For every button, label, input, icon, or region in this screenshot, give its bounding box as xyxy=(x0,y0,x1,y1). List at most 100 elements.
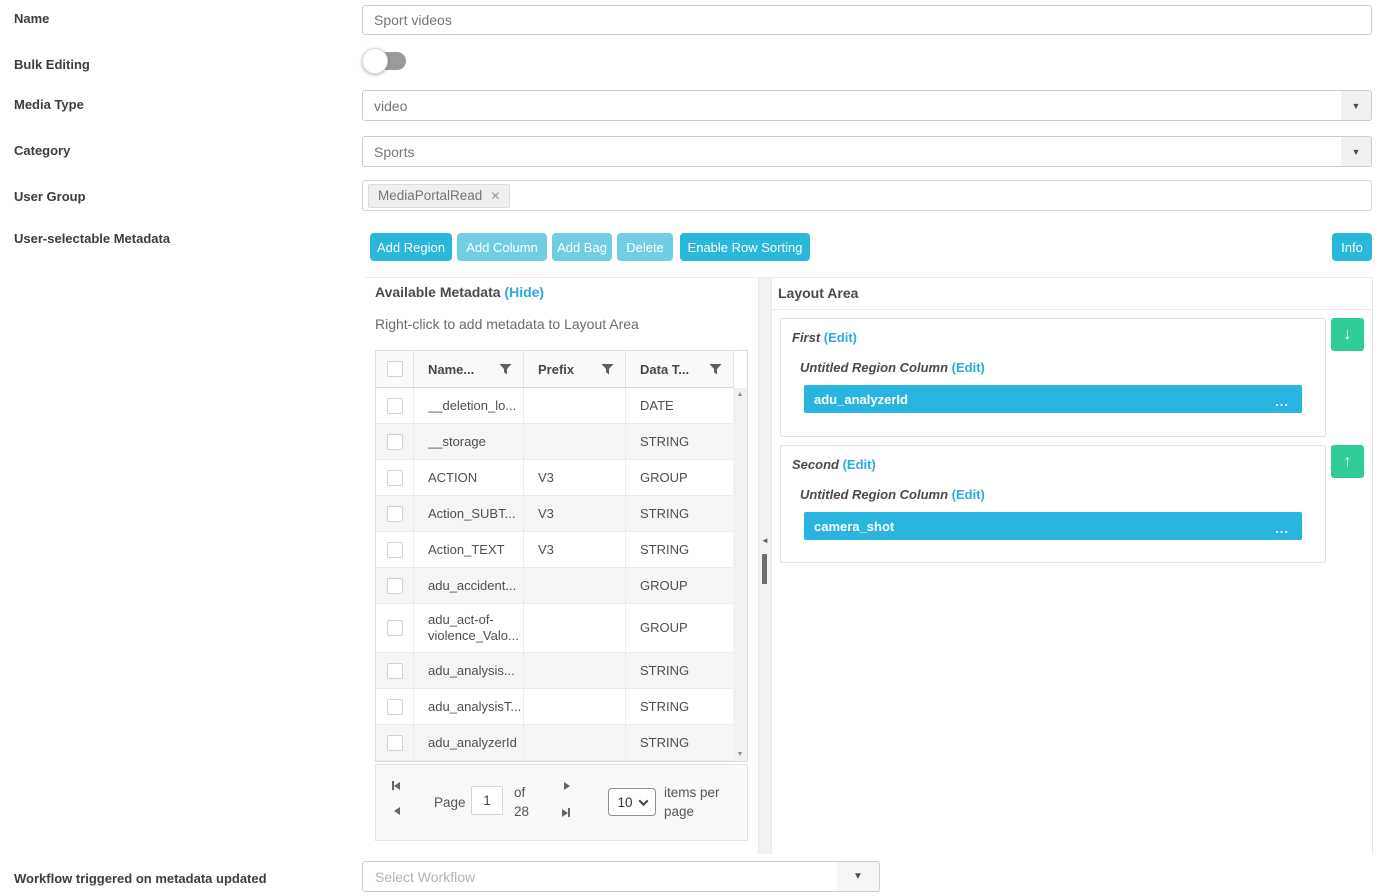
cell-datatype: STRING xyxy=(626,689,734,724)
cell-name: __deletion_lo... xyxy=(414,388,524,423)
row-checkbox[interactable] xyxy=(386,662,403,679)
row-checkbox[interactable] xyxy=(386,577,403,594)
splitter-handle[interactable] xyxy=(762,554,767,584)
column-header-label: Name... xyxy=(428,361,475,377)
region-column-title-text: Untitled Region Column xyxy=(800,487,949,502)
bulk-editing-toggle[interactable] xyxy=(362,48,408,74)
metadata-chip-label: adu_analyzerId xyxy=(814,391,908,407)
cell-name: adu_act-of-violence_Valo... xyxy=(414,604,524,652)
table-row[interactable]: ACTION V3 GROUP xyxy=(376,460,734,496)
row-checkbox[interactable] xyxy=(386,505,403,522)
cell-name: Action_TEXT xyxy=(414,532,524,567)
chip-menu-icon[interactable]: ... xyxy=(1275,394,1289,409)
hide-link[interactable]: (Hide) xyxy=(504,284,545,300)
chevron-down-icon[interactable]: ▼ xyxy=(1341,91,1371,120)
row-checkbox[interactable] xyxy=(386,620,403,636)
user-selectable-metadata-label: User-selectable Metadata xyxy=(14,231,171,246)
region-column-title-text: Untitled Region Column xyxy=(800,360,949,375)
metadata-hint: Right-click to add metadata to Layout Ar… xyxy=(375,316,639,332)
region-title: First (Edit) xyxy=(792,330,857,345)
table-row[interactable]: Action_TEXT V3 STRING xyxy=(376,532,734,568)
column-header-name[interactable]: Name... xyxy=(414,351,524,387)
table-row[interactable]: adu_analyzerId STRING xyxy=(376,725,734,761)
chevron-down-icon[interactable]: ▼ xyxy=(1341,137,1371,166)
delete-button[interactable]: Delete xyxy=(617,233,673,261)
pager-first-button[interactable] xyxy=(392,781,400,790)
items-per-page-label: items per page xyxy=(664,785,720,819)
region-column-edit-link[interactable]: (Edit) xyxy=(951,487,985,502)
table-pager: Page of 28 10 items per page xyxy=(375,764,748,841)
layout-area-divider xyxy=(771,309,1372,310)
add-region-button[interactable]: Add Region xyxy=(370,233,452,261)
cell-datatype: STRING xyxy=(626,424,734,459)
region-edit-link[interactable]: (Edit) xyxy=(823,330,858,345)
row-checkbox[interactable] xyxy=(386,469,403,486)
region-column-edit-link[interactable]: (Edit) xyxy=(951,360,985,375)
user-group-field[interactable]: MediaPortalRead ✕ xyxy=(362,180,1372,211)
cell-datatype: GROUP xyxy=(626,604,734,652)
pager-of-total: of 28 xyxy=(514,785,530,819)
pager-last-button[interactable] xyxy=(562,808,570,817)
row-checkbox[interactable] xyxy=(386,698,403,715)
chevron-down-icon[interactable]: ▼ xyxy=(837,862,879,891)
table-row[interactable]: adu_accident... GROUP xyxy=(376,568,734,604)
splitter-collapse-icon[interactable]: ◄ xyxy=(761,536,769,545)
filter-icon[interactable] xyxy=(709,363,722,376)
page-size-select[interactable]: 10 xyxy=(608,788,656,816)
pager-prev-button[interactable] xyxy=(394,807,400,815)
workflow-select[interactable]: Select Workflow ▼ xyxy=(362,861,880,892)
move-region-down-button[interactable]: ↓ xyxy=(1331,318,1364,351)
move-region-up-button[interactable]: ↑ xyxy=(1331,445,1364,478)
row-checkbox[interactable] xyxy=(386,433,403,450)
column-header-datatype[interactable]: Data T... xyxy=(626,351,734,387)
region-card-second: Second (Edit) Untitled Region Column (Ed… xyxy=(780,445,1326,563)
pager-page-input[interactable] xyxy=(471,786,503,815)
table-row[interactable]: __storage STRING xyxy=(376,424,734,460)
cell-prefix xyxy=(524,568,626,603)
info-button[interactable]: Info xyxy=(1332,233,1372,261)
table-row[interactable]: Action_SUBT... V3 STRING xyxy=(376,496,734,532)
select-all-checkbox[interactable] xyxy=(386,361,403,377)
row-checkbox[interactable] xyxy=(386,541,403,558)
metadata-table: Name... Prefix Data T... __deletion_lo..… xyxy=(375,350,748,762)
region-card-first: First (Edit) Untitled Region Column (Edi… xyxy=(780,318,1326,437)
table-row[interactable]: __deletion_lo... DATE xyxy=(376,388,734,424)
row-checkbox[interactable] xyxy=(386,397,403,414)
scroll-down-icon[interactable]: ▼ xyxy=(736,751,744,758)
cell-prefix: V3 xyxy=(524,496,626,531)
cell-prefix xyxy=(524,689,626,724)
column-header-label: Prefix xyxy=(538,361,575,377)
media-type-select[interactable]: video ▼ xyxy=(362,90,1372,121)
header-checkbox-cell xyxy=(376,351,414,387)
table-row[interactable]: adu_analysis... STRING xyxy=(376,653,734,689)
panel-splitter[interactable]: ◄ xyxy=(758,278,772,854)
name-input[interactable] xyxy=(362,5,1372,35)
metadata-chip[interactable]: camera_shot ... xyxy=(804,512,1302,540)
media-type-value: video xyxy=(374,97,408,114)
filter-icon[interactable] xyxy=(499,363,512,376)
cell-datatype: GROUP xyxy=(626,568,734,603)
add-bag-button[interactable]: Add Bag xyxy=(552,233,612,261)
metadata-chip[interactable]: adu_analyzerId ... xyxy=(804,385,1302,413)
table-row[interactable]: adu_act-of-violence_Valo... GROUP xyxy=(376,604,734,653)
layout-area-title: Layout Area xyxy=(778,285,859,301)
region-edit-link[interactable]: (Edit) xyxy=(842,457,876,472)
add-column-button[interactable]: Add Column xyxy=(457,233,547,261)
region-column-title: Untitled Region Column (Edit) xyxy=(800,487,985,502)
cell-datatype: STRING xyxy=(626,496,734,531)
media-type-label: Media Type xyxy=(14,97,84,112)
cell-prefix xyxy=(524,604,626,652)
workflow-placeholder: Select Workflow xyxy=(375,868,476,885)
scroll-up-icon[interactable]: ▲ xyxy=(736,391,744,398)
category-select[interactable]: Sports ▼ xyxy=(362,136,1372,167)
remove-tag-icon[interactable]: ✕ xyxy=(490,188,501,203)
enable-row-sorting-button[interactable]: Enable Row Sorting xyxy=(680,233,810,261)
page-size-value: 10 xyxy=(617,794,633,810)
column-header-prefix[interactable]: Prefix xyxy=(524,351,626,387)
pager-next-button[interactable] xyxy=(564,782,570,790)
chip-menu-icon[interactable]: ... xyxy=(1275,521,1289,536)
table-scrollbar[interactable]: ▲ ▼ xyxy=(733,388,747,761)
row-checkbox[interactable] xyxy=(386,734,403,751)
table-row[interactable]: adu_analysisT... STRING xyxy=(376,689,734,725)
filter-icon[interactable] xyxy=(601,363,614,376)
